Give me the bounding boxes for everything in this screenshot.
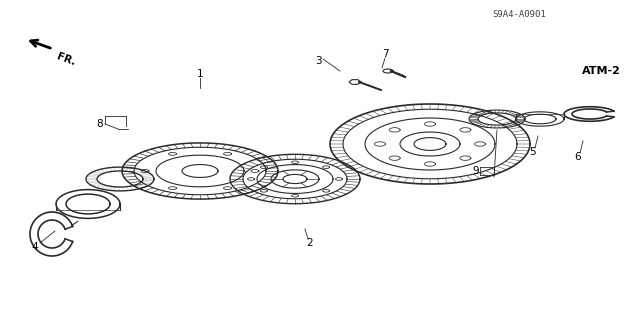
Text: 5: 5 <box>530 147 536 157</box>
Text: 9: 9 <box>473 166 479 176</box>
Text: S9A4-A0901: S9A4-A0901 <box>492 10 546 19</box>
Text: 6: 6 <box>575 152 581 162</box>
Text: ATM-2: ATM-2 <box>582 66 621 76</box>
Text: 1: 1 <box>196 69 204 79</box>
Text: 7: 7 <box>381 49 388 59</box>
Text: 3: 3 <box>315 56 321 66</box>
Text: 8: 8 <box>97 119 103 129</box>
Text: 2: 2 <box>307 238 314 248</box>
Text: 4: 4 <box>32 242 38 252</box>
Text: FR.: FR. <box>55 51 77 67</box>
